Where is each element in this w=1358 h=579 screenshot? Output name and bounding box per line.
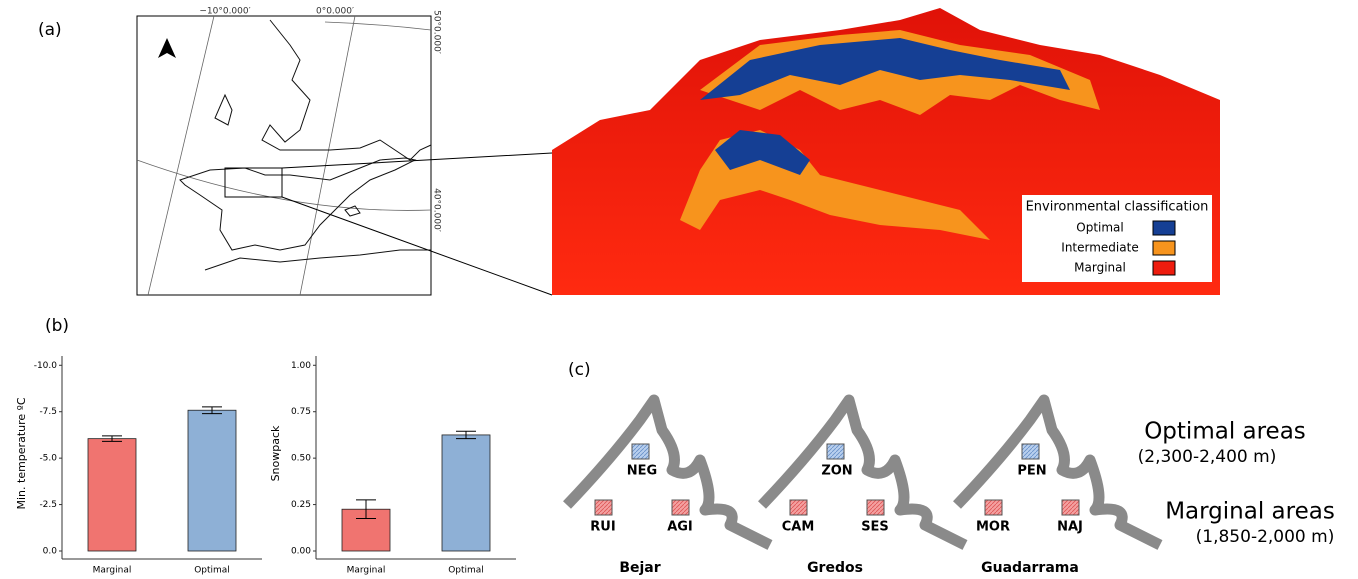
marginal-site — [672, 500, 689, 515]
coordinate-label: 0°0.000′ — [316, 7, 354, 17]
panel-label: (b) — [45, 316, 69, 336]
marginal-site — [867, 500, 884, 515]
legend-label: Intermediate — [1061, 241, 1138, 255]
map: −10°0.000′ 0°0.000′ 50°0.000′ 40°0.000′ — [137, 7, 552, 296]
terrain-legend: Optimal Intermediate Marginal — [1061, 221, 1175, 276]
y-tick-label: 0.00 — [291, 547, 311, 557]
site-label: AGI — [667, 520, 693, 535]
mountain-name: Guadarrama — [981, 560, 1079, 576]
y-tick-label: 0.50 — [291, 454, 311, 464]
marginal-title: Marginal areas — [1165, 499, 1335, 525]
site-label: ZON — [821, 464, 852, 479]
site-label: RUI — [590, 520, 615, 535]
site-label: SES — [861, 520, 889, 535]
figure: (a) (b) (c) −10°0.000′ 0°0.000′ 50°0.000… — [0, 0, 1358, 579]
optimal-range: (2,300-2,400 m) — [1138, 447, 1277, 467]
optimal-site — [1022, 444, 1039, 459]
coordinate-label: −10°0.000′ — [199, 7, 250, 17]
optimal-site — [827, 444, 844, 459]
marginal-site — [790, 500, 807, 515]
bar — [88, 439, 136, 551]
optimal-title: Optimal areas — [1144, 419, 1306, 445]
y-tick-label: -10.0 — [34, 361, 58, 371]
mountain-name: Bejar — [619, 560, 660, 576]
coordinate-label: 40°0.000′ — [432, 188, 442, 232]
bar-charts: 0.0 -2.5 -5.0 -7.5 -10.0 Min. temperature ºC M… — [15, 356, 516, 576]
site-label: NEG — [627, 464, 657, 479]
coordinate-label: 50°0.000′ — [432, 10, 442, 54]
legend-swatch — [1153, 221, 1175, 235]
y-tick-label: -7.5 — [39, 407, 57, 417]
y-tick-label: -5.0 — [39, 454, 57, 464]
legend-label: Marginal — [1074, 261, 1126, 275]
site-label: PEN — [1017, 464, 1046, 479]
y-tick-label: -2.5 — [39, 500, 57, 510]
legend-title: Environmental classification — [1026, 200, 1209, 215]
y-axis-label: Min. temperature ºC — [15, 397, 28, 509]
y-tick-label: 0.0 — [43, 547, 58, 557]
y-axis-label: Snowpack — [269, 425, 282, 481]
y-tick-label: 0.75 — [291, 407, 311, 417]
marginal-site — [595, 500, 612, 515]
site-label: CAM — [782, 520, 815, 535]
site-label: MOR — [976, 520, 1010, 535]
legend-swatch — [1153, 241, 1175, 255]
terrain-view: Environmental classification Optimal Inte… — [552, 8, 1220, 295]
optimal-site — [632, 444, 649, 459]
x-tick-label: Optimal — [448, 566, 484, 576]
bar — [442, 435, 490, 551]
site-diagram: NEG RUI AGI Bejar ZON CAM SES Gredos PEN MOR NAJ Gu… — [567, 400, 1160, 576]
bar — [188, 410, 236, 551]
site-label: NAJ — [1057, 520, 1083, 535]
x-tick-label: Marginal — [93, 566, 132, 576]
marginal-site — [1062, 500, 1079, 515]
panel-label: (a) — [38, 20, 62, 40]
panel-label: (c) — [568, 360, 591, 380]
marginal-site — [985, 500, 1002, 515]
legend-swatch — [1153, 261, 1175, 275]
y-tick-label: 1.00 — [291, 361, 311, 371]
x-tick-label: Optimal — [194, 566, 230, 576]
legend-label: Optimal — [1076, 221, 1123, 235]
mountain-name: Gredos — [807, 560, 863, 576]
x-tick-label: Marginal — [347, 566, 386, 576]
y-tick-label: 0.25 — [291, 500, 311, 510]
marginal-range: (1,850-2,000 m) — [1196, 527, 1335, 547]
